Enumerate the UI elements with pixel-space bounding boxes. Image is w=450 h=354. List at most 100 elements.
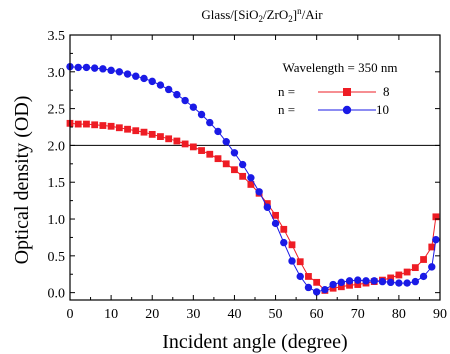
data-point-n10 (386, 278, 395, 287)
series-line-8 (69, 122, 437, 291)
data-point-n10 (164, 85, 173, 94)
data-point-n10 (411, 277, 420, 286)
data-point-n10 (296, 272, 304, 281)
y-tick-label: 0.5 (48, 250, 66, 265)
series-line-10 (69, 66, 437, 293)
y-tick-label: 1.5 (48, 176, 66, 191)
y-tick-label: 3.5 (48, 29, 66, 44)
legend-marker-square (343, 88, 351, 96)
data-point-n10 (362, 277, 370, 285)
data-point-n8 (206, 150, 214, 158)
data-point-n8 (99, 122, 107, 129)
data-point-n8 (173, 137, 181, 145)
data-point-n8 (165, 135, 173, 143)
data-point-n8 (296, 258, 304, 266)
data-point-n8 (428, 243, 436, 251)
data-point-n10 (280, 238, 288, 247)
data-point-n8 (305, 273, 312, 280)
chart-title: Glass/[SiO2/ZrO2]n/Air (201, 6, 323, 24)
data-point-n10 (370, 277, 378, 285)
legend-title: Wavelength = 350 nm (283, 60, 398, 75)
data-point-n10 (345, 277, 354, 285)
data-point-n10 (222, 138, 230, 146)
y-tick-label: 0.0 (48, 287, 66, 302)
data-point-n8 (337, 283, 345, 291)
data-point-n10 (271, 219, 280, 228)
data-point-n8 (140, 128, 148, 136)
data-point-n8 (189, 143, 197, 151)
data-point-n10 (428, 263, 436, 271)
data-point-n10 (90, 64, 99, 72)
data-point-n10 (99, 65, 107, 73)
legend-marker-circle (342, 105, 352, 115)
data-point-n10 (354, 276, 362, 284)
y-tick-label: 2.5 (48, 103, 66, 118)
legend: Wavelength = 350 nm n = 8 n = 10 (278, 60, 397, 117)
data-point-n10 (107, 66, 115, 75)
data-point-n10 (189, 103, 198, 111)
y-axis-label: Optical density (OD) (11, 96, 33, 265)
data-point-n8 (411, 264, 419, 272)
data-point-n8 (181, 140, 189, 148)
data-point-n10 (132, 72, 140, 80)
data-point-n10 (304, 283, 313, 292)
data-point-n10 (419, 272, 428, 281)
data-point-n10 (329, 280, 337, 289)
data-point-n10 (181, 96, 189, 105)
legend-prefix-2: n = (278, 102, 295, 117)
data-point-n8 (157, 133, 164, 140)
y-tick-label: 3.0 (48, 66, 66, 81)
y-tick-label: 2.0 (48, 139, 66, 154)
data-point-n8 (124, 125, 131, 133)
data-point-n8 (354, 281, 362, 288)
data-point-n10 (214, 127, 222, 136)
data-point-n8 (222, 160, 230, 168)
x-tick-label: 60 (310, 307, 324, 322)
data-point-n10 (148, 77, 156, 86)
data-point-n8 (387, 274, 395, 282)
data-point-n8 (198, 147, 205, 154)
data-point-n10 (337, 278, 346, 287)
data-point-n8 (132, 127, 140, 135)
data-point-n10 (395, 279, 403, 287)
data-point-n8 (74, 120, 82, 128)
data-point-n10 (140, 74, 148, 83)
data-point-n10 (156, 81, 165, 89)
data-point-n10 (378, 277, 387, 286)
y-tick-label: 1.0 (48, 213, 66, 228)
data-point-n8 (403, 268, 411, 276)
x-tick-label: 70 (351, 307, 365, 322)
data-point-n10 (115, 68, 124, 76)
data-point-n10 (82, 63, 91, 72)
data-point-n8 (239, 172, 247, 180)
data-point-n10 (255, 188, 263, 196)
legend-label-2: 10 (376, 102, 389, 117)
data-point-n8 (247, 181, 255, 188)
data-point-n8 (231, 166, 238, 174)
data-point-n8 (91, 121, 99, 129)
legend-prefix-1: n = (278, 84, 295, 99)
x-tick-label: 0 (67, 307, 74, 322)
data-point-n8 (346, 281, 353, 289)
data-point-n10 (403, 279, 411, 287)
data-point-n8 (272, 211, 279, 219)
data-point-n8 (107, 122, 115, 130)
data-point-n10 (263, 203, 272, 211)
x-tick-label: 40 (227, 307, 241, 322)
data-point-n8 (420, 256, 427, 263)
x-tick-label: 10 (104, 307, 118, 322)
data-point-n8 (280, 225, 288, 233)
data-point-n10 (432, 235, 440, 244)
data-point-n10 (247, 174, 255, 182)
x-tick-label: 20 (145, 307, 159, 322)
data-point-n10 (173, 90, 181, 99)
data-point-n8 (288, 241, 296, 249)
x-tick-label: 30 (186, 307, 200, 322)
data-point-n10 (230, 149, 239, 157)
data-point-n10 (197, 110, 206, 119)
data-point-n8 (432, 213, 440, 221)
x-tick-label: 80 (392, 307, 406, 322)
x-tick-label: 50 (269, 307, 283, 322)
data-point-n10 (123, 70, 132, 78)
x-axis-label: Incident angle (degree) (162, 331, 347, 353)
